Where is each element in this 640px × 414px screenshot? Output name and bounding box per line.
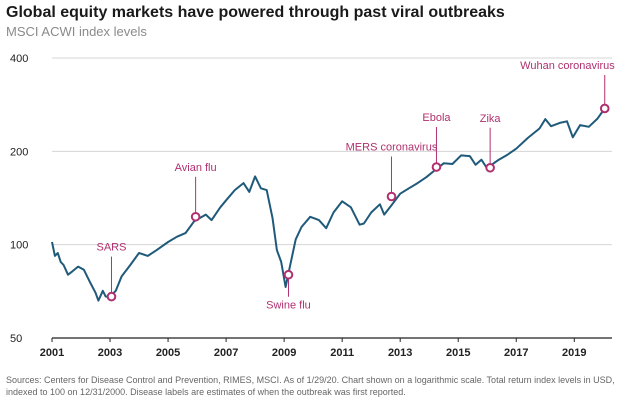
annotation-label: SARS: [96, 242, 126, 254]
y-tick-label: 50: [10, 333, 22, 345]
y-tick-label: 400: [10, 53, 28, 65]
series-lines: [51, 107, 606, 302]
x-tick-label: 2017: [504, 347, 528, 359]
x-tick-label: 2007: [214, 347, 238, 359]
source-note: Sources: Centers for Disease Control and…: [6, 375, 615, 397]
outbreak-marker: [190, 211, 201, 222]
annotation-label: Swine flu: [266, 300, 311, 312]
annotation-label: Ebola: [422, 112, 451, 124]
outbreak-marker: [599, 103, 610, 114]
chart-subtitle: MSCI ACWI index levels: [6, 24, 147, 39]
outbreak-marker: [283, 269, 294, 280]
x-tick-label: 2019: [562, 347, 586, 359]
axes: 50 100 200 400 2001 2003 2005 2007 2009 2011 2013 2…: [10, 53, 612, 359]
y-tick-label: 200: [10, 146, 28, 158]
x-tick-label: 2005: [156, 347, 180, 359]
annotation-label: MERS coronavirus: [346, 142, 438, 154]
y-tick-label: 100: [10, 240, 28, 252]
x-tick-label: 2009: [272, 347, 296, 359]
gridlines: [52, 57, 612, 246]
annotation-label: Wuhan coronavirus: [520, 60, 615, 72]
x-tick-label: 2015: [446, 347, 470, 359]
annotations: SARS Avian flu Swine flu MERS coronavirus Eb…: [96, 60, 615, 312]
x-tick-label: 2013: [388, 347, 412, 359]
annotation-label: Zika: [480, 113, 502, 125]
annotation-label: Avian flu: [175, 162, 217, 174]
chart-title: Global equity markets have powered throu…: [6, 4, 505, 21]
x-tick-label: 2003: [98, 347, 122, 359]
outbreak-marker: [485, 162, 495, 173]
x-tick-label: 2011: [330, 347, 354, 359]
series-line: [51, 107, 606, 302]
x-tick-label: 2001: [40, 347, 64, 359]
outbreak-marker: [431, 162, 442, 172]
outbreak-marker: [386, 191, 397, 202]
outbreak-marker: [106, 291, 117, 302]
